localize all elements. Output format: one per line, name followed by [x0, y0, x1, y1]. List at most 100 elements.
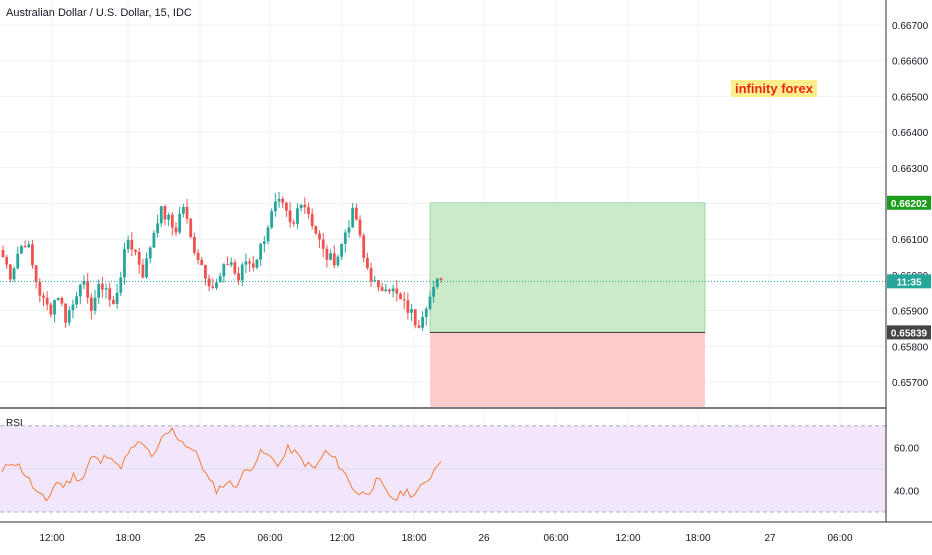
- candle-body: [196, 252, 200, 260]
- candle-body: [373, 280, 377, 282]
- symbol-title[interactable]: Australian Dollar / U.S. Dollar, 15, IDC: [6, 7, 192, 19]
- candle-body: [60, 298, 64, 304]
- candle-body: [115, 292, 119, 304]
- candle-body: [104, 288, 108, 290]
- candle-body: [97, 283, 101, 298]
- time-tick-label: 26: [478, 533, 490, 544]
- candle-body: [391, 288, 395, 292]
- price-tick-label: 0.66100: [892, 235, 929, 246]
- candle-body: [192, 237, 196, 253]
- candle-body: [299, 204, 303, 209]
- candle-body: [12, 268, 16, 280]
- price-tick-label: 0.65800: [892, 342, 929, 353]
- countdown-badge[interactable]: 11:35: [896, 277, 921, 288]
- rsi-line: [1, 426, 442, 502]
- time-tick-label: 06:00: [257, 533, 282, 544]
- candle-body: [204, 265, 207, 279]
- candle-body: [318, 233, 321, 240]
- candle-body: [421, 316, 424, 328]
- candle-body: [163, 206, 167, 220]
- candle-body: [134, 249, 137, 252]
- countdown-badge-bg[interactable]: [887, 274, 931, 289]
- candle-body: [439, 278, 443, 280]
- time-tick-label: 27: [764, 533, 776, 544]
- candle-body: [181, 207, 185, 214]
- candle-body: [255, 259, 259, 268]
- candle-body: [222, 264, 226, 277]
- candle-body: [432, 286, 436, 297]
- candle-body: [273, 201, 277, 212]
- candle-body: [244, 261, 248, 265]
- candle-body: [351, 207, 355, 228]
- candle-body: [424, 309, 428, 317]
- candle-body: [31, 244, 34, 266]
- target-price-badge[interactable]: 0.66202: [891, 199, 928, 210]
- candle-body: [229, 262, 233, 265]
- watermark-label: infinity forex: [731, 80, 818, 97]
- loss-zone[interactable]: [430, 332, 705, 407]
- candle-body: [399, 293, 402, 300]
- candle-body: [38, 282, 42, 296]
- candle-body: [16, 253, 20, 269]
- candle-body: [148, 247, 152, 259]
- candle-body: [369, 267, 373, 282]
- candle-body: [237, 273, 240, 281]
- candle-body: [310, 213, 314, 227]
- candle-body: [156, 223, 159, 233]
- candle-body: [42, 295, 45, 298]
- candle-body: [189, 218, 193, 238]
- candle-body: [365, 257, 369, 268]
- candle-body: [34, 265, 38, 283]
- rsi-tick-label: 60.00: [894, 443, 919, 454]
- candle-body: [307, 207, 310, 214]
- time-tick-label: 06:00: [827, 533, 852, 544]
- price-tick-label: 0.65900: [892, 307, 929, 318]
- rsi-title[interactable]: RSI: [6, 418, 23, 429]
- candle-body: [296, 208, 299, 224]
- time-tick-label: 18:00: [401, 533, 426, 544]
- candle-body: [332, 253, 336, 266]
- profit-zone[interactable]: [429, 202, 706, 333]
- candle-body: [75, 296, 79, 305]
- candle-body: [53, 300, 56, 315]
- candle-body: [211, 286, 215, 288]
- price-tick-label: 0.66300: [892, 164, 929, 175]
- candle-body: [45, 297, 49, 305]
- candle-body: [174, 227, 178, 233]
- candle-body: [137, 251, 141, 265]
- candle-body: [215, 282, 218, 288]
- candle-body: [71, 304, 75, 311]
- candle-body: [207, 278, 211, 287]
- candle-body: [262, 241, 266, 244]
- candle-body: [86, 281, 90, 298]
- candle-body: [56, 298, 60, 301]
- candle-body: [126, 239, 130, 250]
- candle-body: [119, 277, 123, 293]
- candle-body: [248, 261, 252, 264]
- candle-body: [240, 264, 244, 281]
- candle-body: [377, 280, 380, 288]
- candle-body: [413, 309, 417, 326]
- candle-body: [402, 299, 406, 301]
- candle-body: [82, 281, 86, 285]
- candle-body: [178, 213, 182, 233]
- candle-body: [89, 297, 93, 311]
- stop-price-badge-bg[interactable]: [887, 325, 931, 340]
- candle-body: [251, 263, 255, 268]
- candle-body: [384, 289, 388, 292]
- price-tick-label: 0.66700: [892, 21, 929, 32]
- candle-body: [93, 297, 97, 311]
- candle-body: [108, 288, 112, 300]
- time-tick-label: 12:00: [615, 533, 640, 544]
- target-price-badge-bg[interactable]: [887, 195, 931, 210]
- candle-body: [152, 232, 156, 248]
- candle-body: [395, 288, 399, 294]
- candle-body: [145, 258, 148, 278]
- candle-body: [358, 219, 362, 236]
- price-tick-label: 0.66500: [892, 92, 929, 103]
- stop-price-badge[interactable]: 0.65839: [891, 328, 928, 339]
- candle-body: [259, 243, 263, 260]
- candle-body: [200, 259, 204, 266]
